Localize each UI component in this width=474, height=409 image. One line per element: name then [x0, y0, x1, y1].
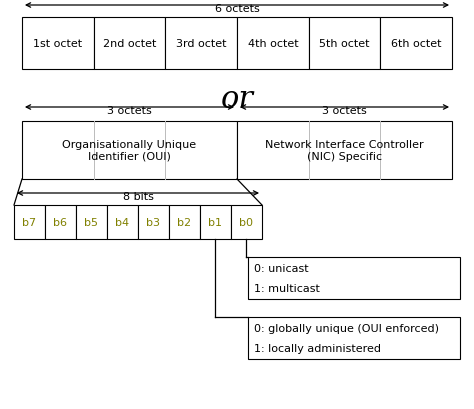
Bar — [237, 18, 309, 70]
Bar — [380, 18, 452, 70]
Text: 3 octets: 3 octets — [107, 106, 152, 116]
Text: 0: unicast: 0: unicast — [254, 263, 309, 273]
Bar — [22, 122, 237, 180]
Bar — [237, 122, 452, 180]
Bar — [165, 18, 237, 70]
Text: b6: b6 — [54, 218, 67, 227]
Text: 8 bits: 8 bits — [123, 191, 154, 202]
Bar — [107, 205, 138, 239]
Bar — [22, 18, 94, 70]
Bar — [248, 317, 460, 359]
Text: 6th octet: 6th octet — [391, 39, 441, 49]
Text: b1: b1 — [209, 218, 222, 227]
Text: b2: b2 — [177, 218, 191, 227]
Text: 1: multicast: 1: multicast — [254, 283, 320, 293]
Text: 3 octets: 3 octets — [322, 106, 367, 116]
Bar — [45, 205, 76, 239]
Text: b3: b3 — [146, 218, 161, 227]
Bar — [14, 205, 45, 239]
Text: b4: b4 — [116, 218, 129, 227]
Text: Organisationally Unique
Identifier (OUI): Organisationally Unique Identifier (OUI) — [63, 140, 197, 162]
Bar — [248, 257, 460, 299]
Text: 4th octet: 4th octet — [247, 39, 298, 49]
Text: 0: globally unique (OUI enforced): 0: globally unique (OUI enforced) — [254, 323, 439, 333]
Text: or: or — [220, 84, 254, 115]
Text: 5th octet: 5th octet — [319, 39, 370, 49]
Bar — [169, 205, 200, 239]
Text: b5: b5 — [84, 218, 99, 227]
Bar — [309, 18, 380, 70]
Bar — [231, 205, 262, 239]
Text: 1st octet: 1st octet — [33, 39, 82, 49]
Text: b7: b7 — [22, 218, 36, 227]
Text: Network Interface Controller
(NIC) Specific: Network Interface Controller (NIC) Speci… — [265, 140, 424, 162]
Text: 1: locally administered: 1: locally administered — [254, 343, 381, 353]
Text: 3rd octet: 3rd octet — [176, 39, 227, 49]
Bar — [94, 18, 165, 70]
Bar — [138, 205, 169, 239]
Text: 6 octets: 6 octets — [215, 4, 259, 14]
Bar — [76, 205, 107, 239]
Text: b0: b0 — [239, 218, 254, 227]
Text: 2nd octet: 2nd octet — [103, 39, 156, 49]
Bar — [200, 205, 231, 239]
